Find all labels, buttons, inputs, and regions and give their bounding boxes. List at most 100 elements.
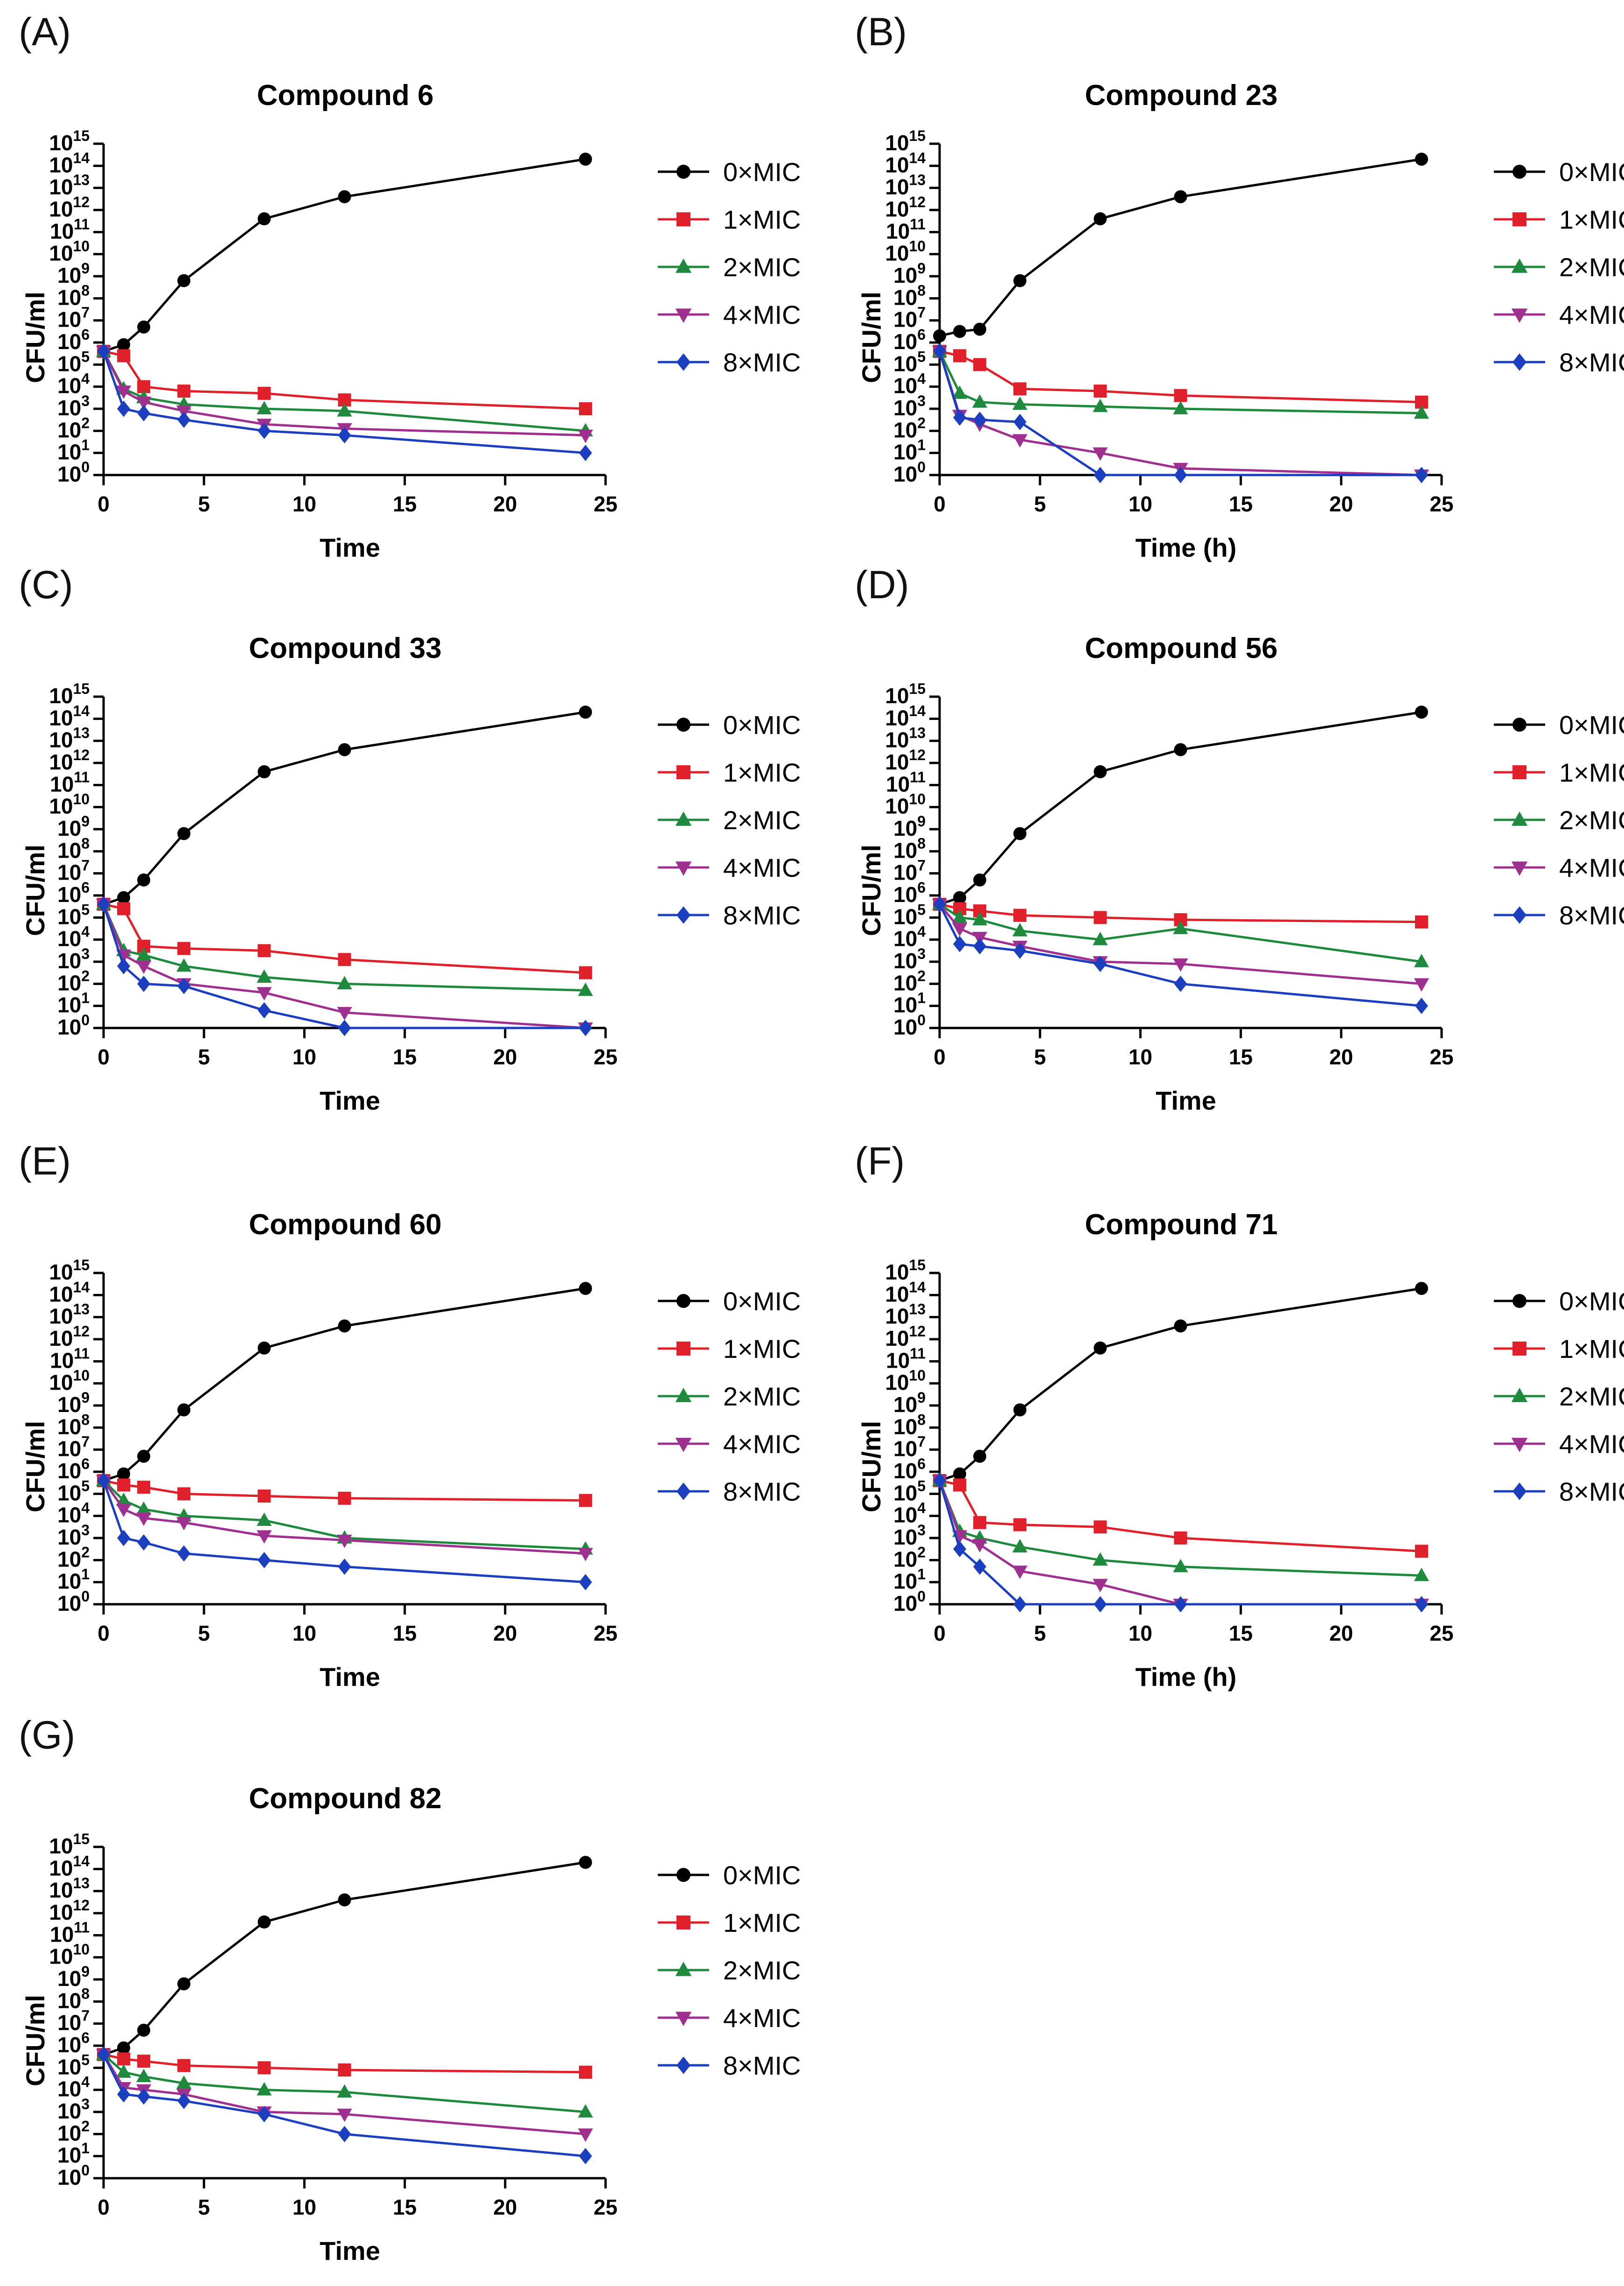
y-tick-label: 100 <box>57 459 90 486</box>
data-point-1xMIC <box>177 2059 191 2072</box>
data-point-1xMIC <box>258 1489 271 1503</box>
data-point-8xMIC <box>258 1552 271 1568</box>
data-point-1xMIC <box>137 2055 151 2068</box>
x-axis-title: Time <box>320 1086 380 1115</box>
legend-label-8xMIC: 8×MIC <box>723 348 801 377</box>
legend-label-8xMIC: 8×MIC <box>1559 1477 1624 1506</box>
legend-label-1xMIC: 1×MIC <box>723 1908 801 1937</box>
x-tick-label: 10 <box>293 1045 316 1069</box>
y-tick-label: 109 <box>57 1389 90 1417</box>
legend-marker-2xMIC <box>1511 1388 1528 1402</box>
legend-marker-1xMIC <box>676 765 690 779</box>
data-point-0xMIC <box>1013 274 1027 287</box>
y-tick-label: 1015 <box>49 127 90 155</box>
y-tick-label: 101 <box>893 1566 926 1594</box>
y-tick-label: 106 <box>893 326 926 354</box>
legend-marker-8xMIC <box>676 2056 690 2074</box>
x-tick-label: 0 <box>98 2195 110 2219</box>
legend-label-1xMIC: 1×MIC <box>1559 1334 1624 1363</box>
y-tick-label: 109 <box>57 813 90 840</box>
y-tick-label: 1015 <box>49 1257 90 1284</box>
data-point-2xMIC <box>972 912 988 925</box>
chart-svg: Compound 820 5 10 15 20 251001011021031041051… <box>21 1783 801 2265</box>
legend-label-1xMIC: 1×MIC <box>1559 758 1624 787</box>
legend-label-4xMIC: 4×MIC <box>1559 853 1624 882</box>
legend-label-4xMIC: 4×MIC <box>1559 300 1624 329</box>
data-point-4xMIC <box>136 960 152 974</box>
series-line-2xMIC <box>103 2054 586 2113</box>
data-point-1xMIC <box>1013 382 1027 396</box>
data-point-1xMIC <box>1094 911 1107 924</box>
legend-label-8xMIC: 8×MIC <box>1559 348 1624 377</box>
y-tick-label: 108 <box>57 835 90 862</box>
data-point-4xMIC <box>1093 1579 1108 1593</box>
y-tick-label: 1010 <box>49 238 90 266</box>
legend-label-2xMIC: 2×MIC <box>723 252 801 282</box>
x-tick-label: 0 <box>98 1045 110 1069</box>
y-tick-label: 105 <box>57 1477 90 1505</box>
y-tick-label: 101 <box>57 2140 90 2167</box>
legend-label-4xMIC: 4×MIC <box>723 1429 801 1459</box>
y-tick-label: 101 <box>57 990 90 1017</box>
legend-marker-1xMIC <box>676 1342 690 1356</box>
data-point-8xMIC <box>953 409 967 426</box>
y-tick-label: 1010 <box>885 1367 926 1395</box>
data-point-0xMIC <box>1174 1319 1187 1333</box>
y-tick-label: 103 <box>893 945 926 973</box>
legend-marker-2xMIC <box>675 1962 692 1976</box>
data-point-8xMIC <box>177 1545 191 1562</box>
y-tick-label: 1014 <box>885 702 926 730</box>
y-tick-label: 109 <box>57 1963 90 1991</box>
data-point-8xMIC <box>177 412 191 428</box>
y-tick-label: 108 <box>57 1411 90 1439</box>
x-tick-label: 0 <box>98 492 110 516</box>
data-point-8xMIC <box>137 2088 151 2105</box>
y-tick-label: 1011 <box>50 1919 90 1946</box>
data-point-4xMIC <box>1012 434 1028 448</box>
y-tick-label: 109 <box>893 813 926 840</box>
data-point-0xMIC <box>953 891 967 904</box>
y-tick-label: 1011 <box>886 216 926 243</box>
x-tick-label: 20 <box>493 2195 517 2219</box>
chart-title: Compound 71 <box>1085 1209 1277 1241</box>
legend-label-2xMIC: 2×MIC <box>723 1956 801 1985</box>
data-point-2xMIC <box>136 947 152 961</box>
data-point-2xMIC <box>136 1501 152 1515</box>
x-tick-label: 5 <box>198 1621 210 1645</box>
legend-marker-0xMIC <box>676 1868 690 1882</box>
x-tick-label: 15 <box>1229 1621 1253 1645</box>
data-point-4xMIC <box>578 429 593 443</box>
data-point-0xMIC <box>258 1915 271 1929</box>
y-tick-label: 106 <box>57 1455 90 1483</box>
y-tick-label: 1013 <box>49 172 90 199</box>
y-tick-label: 104 <box>57 1500 90 1527</box>
data-point-8xMIC <box>1013 413 1027 430</box>
data-point-0xMIC <box>338 1319 351 1333</box>
panel-label: (D) <box>855 563 909 607</box>
y-tick-label: 106 <box>57 879 90 907</box>
data-point-2xMIC <box>337 2084 352 2098</box>
chart-title: Compound 60 <box>249 1209 441 1241</box>
data-point-8xMIC <box>1174 467 1187 483</box>
y-tick-label: 100 <box>893 1588 926 1615</box>
data-point-4xMIC <box>116 1503 132 1517</box>
series-line-0xMIC <box>103 158 586 353</box>
chart-svg: Compound 60 5 10 15 20 2510010110210310410510… <box>21 79 801 562</box>
data-point-0xMIC <box>973 1449 987 1463</box>
data-point-0xMIC <box>1013 827 1027 840</box>
data-point-8xMIC <box>1174 975 1187 992</box>
y-tick-label: 103 <box>57 2096 90 2123</box>
y-tick-label: 107 <box>57 857 90 885</box>
data-point-0xMIC <box>579 153 592 166</box>
data-point-2xMIC <box>1012 1539 1028 1552</box>
data-point-8xMIC <box>1094 467 1107 483</box>
data-point-0xMIC <box>338 743 351 756</box>
legend-marker-8xMIC <box>676 353 690 371</box>
data-point-0xMIC <box>933 329 946 343</box>
legend-label-8xMIC: 8×MIC <box>723 1477 801 1506</box>
y-tick-label: 109 <box>893 260 926 287</box>
x-tick-label: 10 <box>1129 1045 1152 1069</box>
x-tick-label: 10 <box>293 492 316 516</box>
data-point-1xMIC <box>117 902 131 916</box>
data-point-0xMIC <box>1094 212 1107 225</box>
